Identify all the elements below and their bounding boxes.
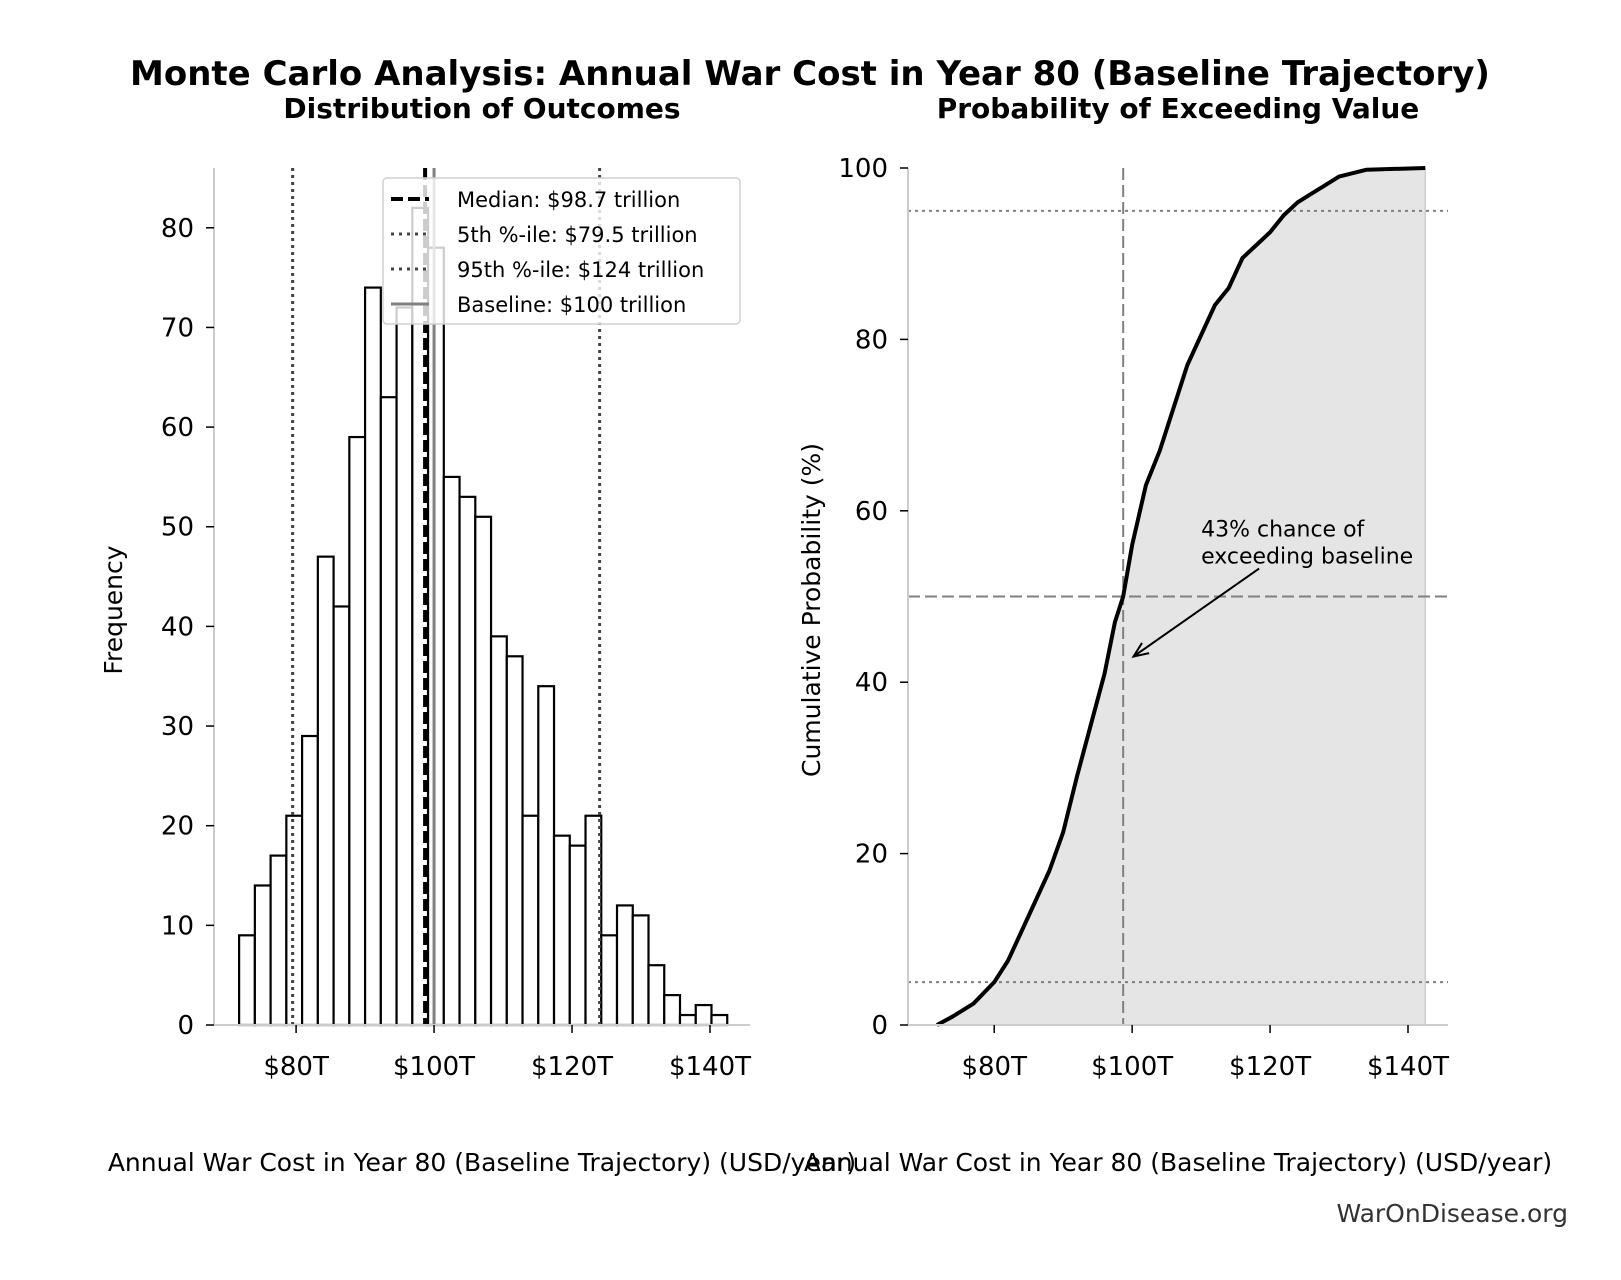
- legend-label: Median: $98.7 trillion: [457, 188, 680, 212]
- y-tick-label: 20: [855, 840, 888, 870]
- histogram-bar: [285, 814, 304, 1027]
- histogram-bar: [458, 495, 477, 1027]
- y-tick-label: 40: [855, 668, 888, 698]
- annotation-text: 43% chance of: [1201, 518, 1365, 543]
- y-tick-label: 60: [855, 497, 888, 527]
- y-tick-label: 80: [161, 214, 194, 244]
- histogram-bar: [442, 475, 461, 1027]
- annotation-text: exceeding baseline: [1201, 545, 1413, 570]
- histogram-bar: [363, 286, 382, 1027]
- x-tick-label: $140T: [1367, 1052, 1449, 1082]
- x-tick-label: $120T: [1229, 1052, 1311, 1082]
- histogram-bar: [678, 1013, 697, 1027]
- y-tick-label: 70: [161, 313, 194, 343]
- y-tick-label: 100: [838, 154, 888, 184]
- histogram-bar: [253, 884, 272, 1027]
- histogram-bar: [316, 555, 335, 1027]
- left-ylabel: Frequency: [99, 545, 128, 674]
- legend-label: 5th %-ile: $79.5 trillion: [457, 223, 698, 247]
- histogram-bar: [300, 734, 319, 1027]
- histogram-bar: [489, 635, 508, 1027]
- y-tick-label: 20: [161, 812, 194, 842]
- cdf-line: [936, 166, 1426, 1027]
- legend-box: [382, 177, 741, 325]
- histogram-bar: [694, 1003, 713, 1027]
- x-tick-label: $140T: [669, 1052, 751, 1082]
- right-xlabel: Annual War Cost in Year 80 (Baseline Tra…: [804, 1148, 1552, 1177]
- histogram-bar: [505, 655, 524, 1027]
- annotation-arrowhead: [1131, 642, 1150, 658]
- histogram-bar: [426, 246, 445, 1027]
- x-tick-label: $80T: [263, 1052, 329, 1082]
- y-tick-label: 80: [855, 325, 888, 355]
- left-xlabel: Annual War Cost in Year 80 (Baseline Tra…: [108, 1148, 856, 1177]
- y-tick-label: 10: [161, 911, 194, 941]
- histogram-bar: [537, 685, 556, 1027]
- x-tick-label: $80T: [961, 1052, 1027, 1082]
- histogram-bar: [615, 904, 634, 1027]
- histogram-bar: [710, 1013, 729, 1027]
- legend-label: Baseline: $100 trillion: [457, 293, 686, 317]
- y-tick-label: 0: [871, 1011, 888, 1041]
- histogram-bar: [332, 605, 351, 1027]
- histogram-bar: [238, 934, 256, 1027]
- x-tick-label: $100T: [393, 1052, 475, 1082]
- y-tick-label: 30: [161, 712, 194, 742]
- histogram-bar: [269, 854, 288, 1027]
- histogram-panel: $80T $100T $120T $140T 0 10 20 30 40 50 60 70 80 Medi…: [161, 168, 751, 1082]
- histogram-bar: [647, 964, 666, 1027]
- left-subtitle: Distribution of Outcomes: [283, 92, 680, 125]
- histogram-bar: [631, 914, 650, 1027]
- histogram-bar: [348, 435, 367, 1027]
- histogram-bar: [521, 814, 540, 1027]
- histogram-bar: [600, 934, 619, 1027]
- x-tick-label: $120T: [531, 1052, 613, 1082]
- y-tick-label: 50: [161, 513, 194, 543]
- cdf-panel: $80T $100T $120T $140T 0 20 40 60 80 100 43% chanc…: [838, 154, 1449, 1082]
- x-tick-label: $100T: [1091, 1052, 1173, 1082]
- histogram-bar: [379, 396, 398, 1027]
- annotation-arrow: [1132, 567, 1260, 658]
- figure-title: Monte Carlo Analysis: Annual War Cost in…: [130, 54, 1490, 94]
- legend: Median: $98.7 trillion 5th %-ile: $79.5 t…: [382, 177, 741, 325]
- y-tick-label: 0: [177, 1011, 194, 1041]
- histogram-bar: [474, 515, 493, 1027]
- legend-label: 95th %-ile: $124 trillion: [457, 258, 704, 282]
- right-subtitle: Probability of Exceeding Value: [937, 92, 1420, 125]
- y-tick-label: 60: [161, 413, 194, 443]
- histogram-bar: [552, 834, 571, 1027]
- watermark: WarOnDisease.org: [1336, 1199, 1568, 1228]
- y-tick-label: 40: [161, 612, 194, 642]
- histogram-bar: [568, 844, 587, 1027]
- histogram-bar: [395, 306, 414, 1027]
- right-ylabel: Cumulative Probability (%): [797, 443, 826, 777]
- histogram-bar: [663, 994, 682, 1027]
